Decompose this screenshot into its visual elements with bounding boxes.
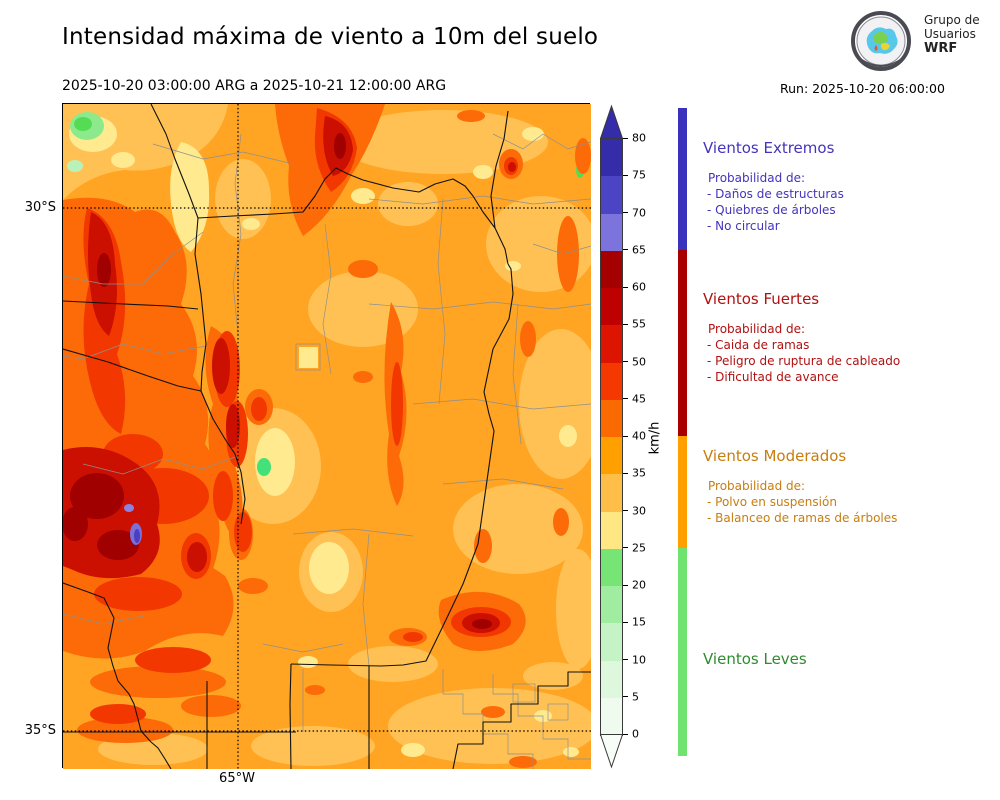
legend-vientos-extremos: Vientos Extremos Probabilidad de: - Daño… xyxy=(703,139,973,234)
page-title: Intensidad máxima de viento a 10m del su… xyxy=(62,24,599,50)
colorbar-band-30-35 xyxy=(601,474,622,512)
colorbar-band-20-25 xyxy=(601,548,622,586)
legend-title: Vientos Leves xyxy=(703,650,807,668)
legend-prob-label: Probabilidad de: xyxy=(708,171,806,185)
wrf-users-group-logo: Grupo de Usuarios WRF xyxy=(848,9,998,75)
graticule-dotted xyxy=(63,104,591,769)
legend-prob-label: Probabilidad de: xyxy=(708,479,806,493)
colorbar-tick-mark xyxy=(623,547,628,549)
wind-intensity-map xyxy=(62,103,603,770)
category-bar-vientos-fuertes xyxy=(678,249,687,436)
colorbar-tick-label-65: 65 xyxy=(632,243,646,257)
colorbar-tick-label-15: 15 xyxy=(632,615,646,629)
category-bar-vientos-leves xyxy=(678,547,687,756)
legend-effect: - Peligro de ruptura de cableado xyxy=(707,354,901,368)
wrf-logo-globe-icon xyxy=(848,11,914,79)
colorbar-arrow-down xyxy=(599,734,624,769)
category-bar-vientos-moderados xyxy=(678,436,687,548)
legend-title: Vientos Moderados xyxy=(703,447,847,465)
colorbar-tick-label-5: 5 xyxy=(632,690,639,704)
colorbar-tick-label-50: 50 xyxy=(632,355,646,368)
colorbar-band-0-5 xyxy=(601,697,622,735)
colorbar-band-40-45 xyxy=(601,399,622,437)
colorbar-tick-label-30: 30 xyxy=(632,504,646,517)
colorbar-band-25-30 xyxy=(601,511,622,549)
colorbar-tick-mark xyxy=(623,323,628,325)
logo-line3: WRF xyxy=(924,41,958,56)
legend-effect: - No circular xyxy=(707,219,780,233)
legend-effect: - Quiebres de árboles xyxy=(707,203,836,217)
colorbar-tick-mark xyxy=(623,696,628,698)
legend-prob-label: Probabilidad de: xyxy=(708,322,806,336)
colorbar-band-5-10 xyxy=(601,660,622,698)
legend-effect: - Dificultad de avance xyxy=(707,370,839,384)
colorbar-tick-mark xyxy=(623,361,628,362)
colorbar-tick-mark xyxy=(623,435,628,437)
colorbar-tick-mark xyxy=(623,659,628,660)
colorbar-tick-mark xyxy=(623,286,628,288)
colorbar-tick-mark xyxy=(623,733,628,735)
wind-band-green xyxy=(67,112,584,476)
legend-effect: - Caida de ramas xyxy=(707,338,810,352)
colorbar-band-45-50 xyxy=(601,362,622,400)
colorbar-band-65-70 xyxy=(601,213,622,251)
colorbar-tick-label-70: 70 xyxy=(632,206,646,219)
category-bar-vientos-extremos xyxy=(678,108,687,250)
colorbar-tick-label-35: 35 xyxy=(632,466,646,480)
colorbar-tick-label-45: 45 xyxy=(632,392,646,406)
lat-label-30s: 30°S xyxy=(24,200,56,215)
legend-effect: - Daños de estructuras xyxy=(707,187,844,201)
legend-title: Vientos Extremos xyxy=(703,139,835,157)
colorbar-band-35-40 xyxy=(601,437,622,475)
colorbar-band-55-60 xyxy=(601,288,622,326)
colorbar-tick-label-40: 40 xyxy=(632,429,646,443)
colorbar-tick-mark xyxy=(623,398,628,400)
lon-label-65w: 65°W xyxy=(219,771,255,786)
colorbar-band-10-15 xyxy=(601,623,622,661)
colorbar-arrow-up xyxy=(599,104,624,139)
colorbar-tick-label-55: 55 xyxy=(632,317,646,331)
colorbar-tick-label-20: 20 xyxy=(632,578,646,592)
colorbar-tick-mark xyxy=(623,249,628,251)
colorbar-band-70-75 xyxy=(601,176,622,214)
lat-label-35s: 35°S xyxy=(24,723,56,738)
forecast-period: 2025-10-20 03:00:00 ARG a 2025-10-21 12:… xyxy=(62,78,447,94)
colorbar-band-15-20 xyxy=(601,586,622,624)
colorbar-tick-label-10: 10 xyxy=(632,653,646,666)
province-borders-black xyxy=(62,103,591,770)
wind-band-extreme-purple xyxy=(124,504,142,545)
colorbar-band-75-80 xyxy=(601,139,622,177)
colorbar-tick-label-80: 80 xyxy=(632,131,646,145)
colorbar-tick-mark xyxy=(623,621,628,623)
colorbar xyxy=(600,138,623,736)
legend-vientos-fuertes: Vientos Fuertes Probabilidad de: - Caida… xyxy=(703,290,973,385)
colorbar-tick-mark xyxy=(623,212,628,213)
legend-effect: - Balanceo de ramas de árboles xyxy=(707,511,898,525)
legend-vientos-moderados: Vientos Moderados Probabilidad de: - Pol… xyxy=(703,447,973,526)
legend-effect: - Polvo en suspensión xyxy=(707,495,837,509)
colorbar-tick-label-60: 60 xyxy=(632,280,646,294)
colorbar-tick-mark xyxy=(623,584,628,586)
wind-band-maroon xyxy=(62,133,492,629)
colorbar-unit-label: km/h xyxy=(647,421,663,455)
logo-text: Grupo de Usuarios WRF xyxy=(924,13,980,56)
logo-line2: Usuarios xyxy=(924,27,976,41)
legend-title: Vientos Fuertes xyxy=(703,290,820,308)
colorbar-tick-label-25: 25 xyxy=(632,541,646,555)
wind-map-svg xyxy=(62,103,603,770)
colorbar-tick-mark xyxy=(623,137,628,139)
logo-line1: Grupo de xyxy=(924,13,980,27)
colorbar-tick-mark xyxy=(623,174,628,176)
colorbar-tick-mark xyxy=(623,510,628,511)
colorbar-band-50-55 xyxy=(601,325,622,363)
colorbar-band-60-65 xyxy=(601,250,622,288)
model-run-label: Run: 2025-10-20 06:00:00 xyxy=(780,81,945,96)
wind-band-cream xyxy=(69,116,579,757)
legend-vientos-leves: Vientos Leves xyxy=(703,650,973,681)
colorbar-tick-mark xyxy=(623,472,628,474)
colorbar-tick-label-0: 0 xyxy=(632,727,639,741)
colorbar-tick-label-75: 75 xyxy=(632,168,646,182)
